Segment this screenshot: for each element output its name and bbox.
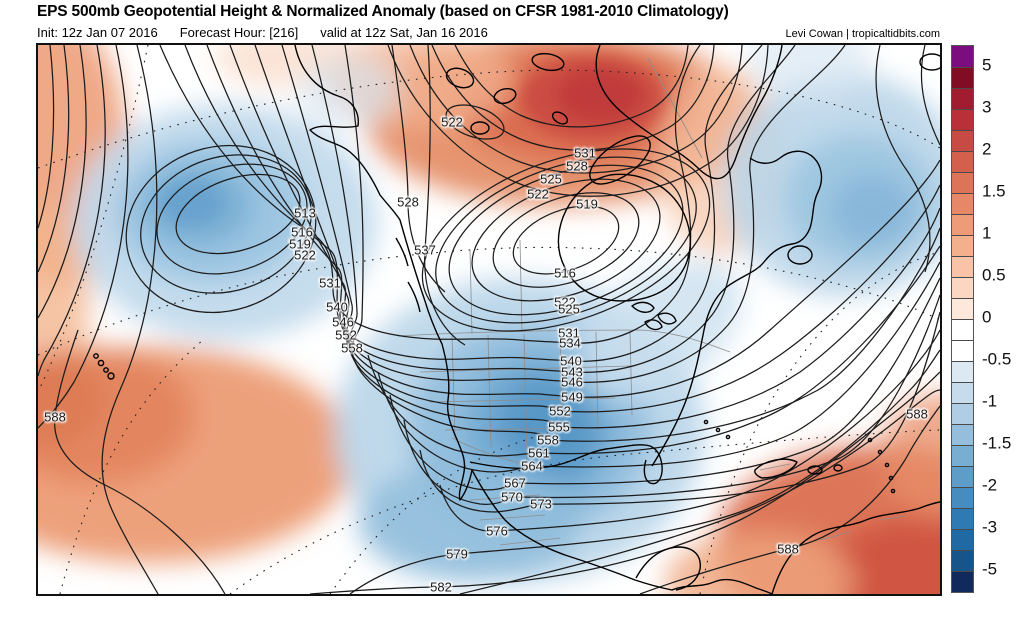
colorbar-segment: [952, 214, 973, 235]
colorbar-segment: [952, 361, 973, 382]
colorbar-tick-label: 3: [982, 97, 992, 117]
colorbar-tick-label: -0.5: [982, 349, 1012, 369]
colorbar-tick-label: 1.5: [982, 181, 1006, 201]
colorbar-segment: [952, 529, 973, 550]
colorbar-segment: [952, 109, 973, 130]
colorbar-tick-label: 0: [982, 307, 992, 327]
colorbar-segment: [952, 46, 973, 67]
colorbar-segment: [952, 571, 973, 592]
colorbar-tick-label: 2: [982, 139, 992, 159]
colorbar-tick-label: -2: [982, 475, 998, 495]
colorbar-segment: [952, 298, 973, 319]
init-line: Init: 12z Jan 07 2016 Forecast Hour: [216…: [37, 25, 510, 40]
valid-time: valid at 12z Sat, Jan 16 2016: [320, 25, 488, 40]
map-canvas: [38, 45, 940, 594]
colorbar-segment: [952, 193, 973, 214]
coastlines: [93, 45, 940, 594]
colorbar-segment: [952, 424, 973, 445]
init-time: Init: 12z Jan 07 2016: [37, 25, 158, 40]
colorbar-segment: [952, 235, 973, 256]
credit-text: Levi Cowan | tropicaltidbits.com: [785, 28, 940, 40]
colorbar-segment: [952, 151, 973, 172]
forecast-hour: Forecast Hour: [216]: [179, 25, 299, 40]
colorbar-tick-label: 0.5: [982, 265, 1006, 285]
colorbar-tick-label: -1: [982, 391, 998, 411]
weather-map: 513 516 519 522 531 540 546 552 558 528 537 522 531 5…: [36, 43, 942, 596]
colorbar-tick-label: -5: [982, 559, 998, 579]
colorbar: [951, 45, 974, 593]
colorbar-tick-label: 5: [982, 55, 992, 75]
colorbar-segment: [952, 382, 973, 403]
colorbar-segment: [952, 277, 973, 298]
colorbar-segment: [952, 508, 973, 529]
colorbar-tick-label: -1.5: [982, 433, 1012, 453]
colorbar-segment: [952, 130, 973, 151]
colorbar-segment: [952, 256, 973, 277]
colorbar-segment: [952, 487, 973, 508]
page-title: EPS 500mb Geopotential Height & Normaliz…: [37, 3, 729, 20]
colorbar-tick-label: -3: [982, 517, 998, 537]
colorbar-segment: [952, 550, 973, 571]
colorbar-segment: [952, 319, 973, 340]
colorbar-segment: [952, 340, 973, 361]
colorbar-segment: [952, 466, 973, 487]
colorbar-segment: [952, 172, 973, 193]
colorbar-segment: [952, 445, 973, 466]
colorbar-tick-label: 1: [982, 223, 992, 243]
colorbar-segment: [952, 67, 973, 88]
colorbar-segment: [952, 403, 973, 424]
colorbar-segment: [952, 88, 973, 109]
